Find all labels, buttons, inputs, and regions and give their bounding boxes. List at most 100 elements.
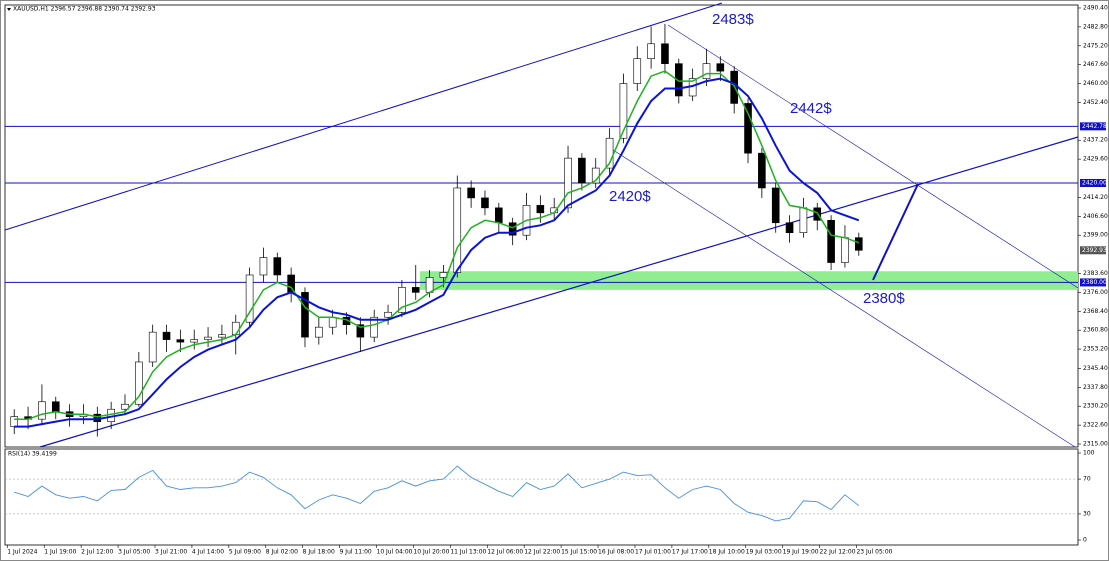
x-tick-label: 17 Jul 17:00 [672,549,708,556]
level-label: 2380.00 [1082,279,1107,286]
header: XAUUSD,H1 2396.57 2396.88 2390.74 2392.9… [13,6,156,13]
last-price-tag [1080,246,1106,255]
level-tag [1080,122,1106,131]
y-tick-label: 2452.40 [1083,99,1108,106]
candle-body [702,63,711,79]
candle-body [135,361,143,405]
rsi-line [14,465,860,522]
candle-body [481,197,489,209]
y-tick-label: 2414.20 [1083,194,1108,201]
candle-body [315,326,323,338]
x-tick-label: 9 Jul 11:00 [340,549,372,556]
candle-body [218,334,226,338]
candle-body [176,339,185,343]
candle-body [370,316,379,338]
candle-body [674,63,683,97]
y-tick-label: 2330.20 [1083,403,1108,410]
y-tick-label: 2399.00 [1083,232,1108,239]
annotation: 2380$ [863,290,905,307]
candle-body [467,187,475,199]
layer [420,271,1078,290]
x-tick-label: 18 Jul 10:00 [709,549,745,556]
x-tick-label: 12 Jul 22:00 [524,549,560,556]
candle-body [785,222,794,234]
candle-body [854,237,863,251]
candle-body [716,63,725,72]
projection [872,183,919,281]
candle-body [799,207,808,234]
annotation: 2420$ [609,188,651,205]
support-zone [420,271,1078,290]
candle-body [619,83,628,139]
level-tag [1080,278,1106,287]
candle-body [356,324,365,338]
candle-body [384,311,392,318]
candle-body [536,205,545,214]
level-label: 2420.00 [1082,179,1107,186]
moving-average [14,77,860,428]
candle-body [51,401,60,412]
x-tick-label: 12 Jul 06:00 [487,549,523,556]
candle-body [273,257,282,276]
y-tick-label: 0 [1083,537,1087,544]
y-tick-label: 2368.40 [1083,308,1108,315]
candle-body [162,331,171,340]
candle-body [398,287,406,313]
y-tick-label: 2383.60 [1083,270,1108,277]
x-tick-label: 10 Jul 04:00 [377,549,413,556]
x-tick-label: 22 Jul 12:00 [820,549,856,556]
candle-body [508,222,517,236]
drawings [4,2,1079,448]
down-channel-upper [667,24,1079,289]
y-tick-label: 2429.60 [1083,156,1108,163]
candle-body [411,287,420,293]
x-tick-label: 19 Jul 03:00 [746,549,782,556]
x-tick-label: 8 Jul 18:00 [303,549,335,556]
channel-upper [4,2,723,231]
y-tick-label: 30 [1083,510,1091,517]
candle-body [231,321,240,335]
y-tick-label: 2345.40 [1083,365,1108,372]
x-tick-label: 3 Jul 05:00 [118,549,150,556]
candle-body [204,336,212,340]
candle-body [328,316,337,328]
x-tick-label: 1 Jul 2024 [7,549,37,556]
x-tick-label: 11 Jul 13:00 [450,549,486,556]
y-tick-label: 2360.80 [1083,327,1108,334]
x-tick-label: 5 Jul 09:00 [229,549,261,556]
x-tick-label: 10 Jul 20:00 [413,549,449,556]
y-tick-label: 2437.20 [1083,137,1108,144]
candle-body [259,257,268,276]
x-tick-label: 15 Jul 15:00 [561,549,597,556]
candle-body [661,43,669,64]
candle-body [38,401,46,420]
y-tick-label: 2406.60 [1083,213,1108,220]
candle-body [744,103,752,154]
x-tick-label: 17 Jul 01:00 [635,549,671,556]
x-tick-label: 1 Jul 19:00 [44,549,76,556]
rsi-pane [4,448,1079,546]
annotation: 2483$ [712,11,754,28]
candle-body [495,207,503,224]
candle-body [827,219,835,263]
y-tick-label: 2315.00 [1083,441,1108,448]
candle-body [245,274,254,323]
moving-average [14,70,860,420]
candle-body [758,152,766,189]
last-price-label: 2392.93 [1082,247,1107,254]
candle-body [578,157,586,184]
candle-body [633,58,642,84]
y-tick-label: 2482.80 [1083,23,1108,30]
candle-body [564,157,572,209]
x-tick-label: 8 Jul 02:00 [266,549,298,556]
annotation: 2442$ [790,100,832,117]
candle-body [148,331,157,363]
y-tick-label: 2475.20 [1083,42,1108,49]
y-tick-label: 2337.80 [1083,384,1108,391]
x-tick-label: 19 Jul 19:00 [783,549,819,556]
candle-body [647,43,655,59]
y-tick-label: 70 [1083,476,1091,483]
candle-body [841,237,849,263]
channel-lower [39,136,1079,448]
